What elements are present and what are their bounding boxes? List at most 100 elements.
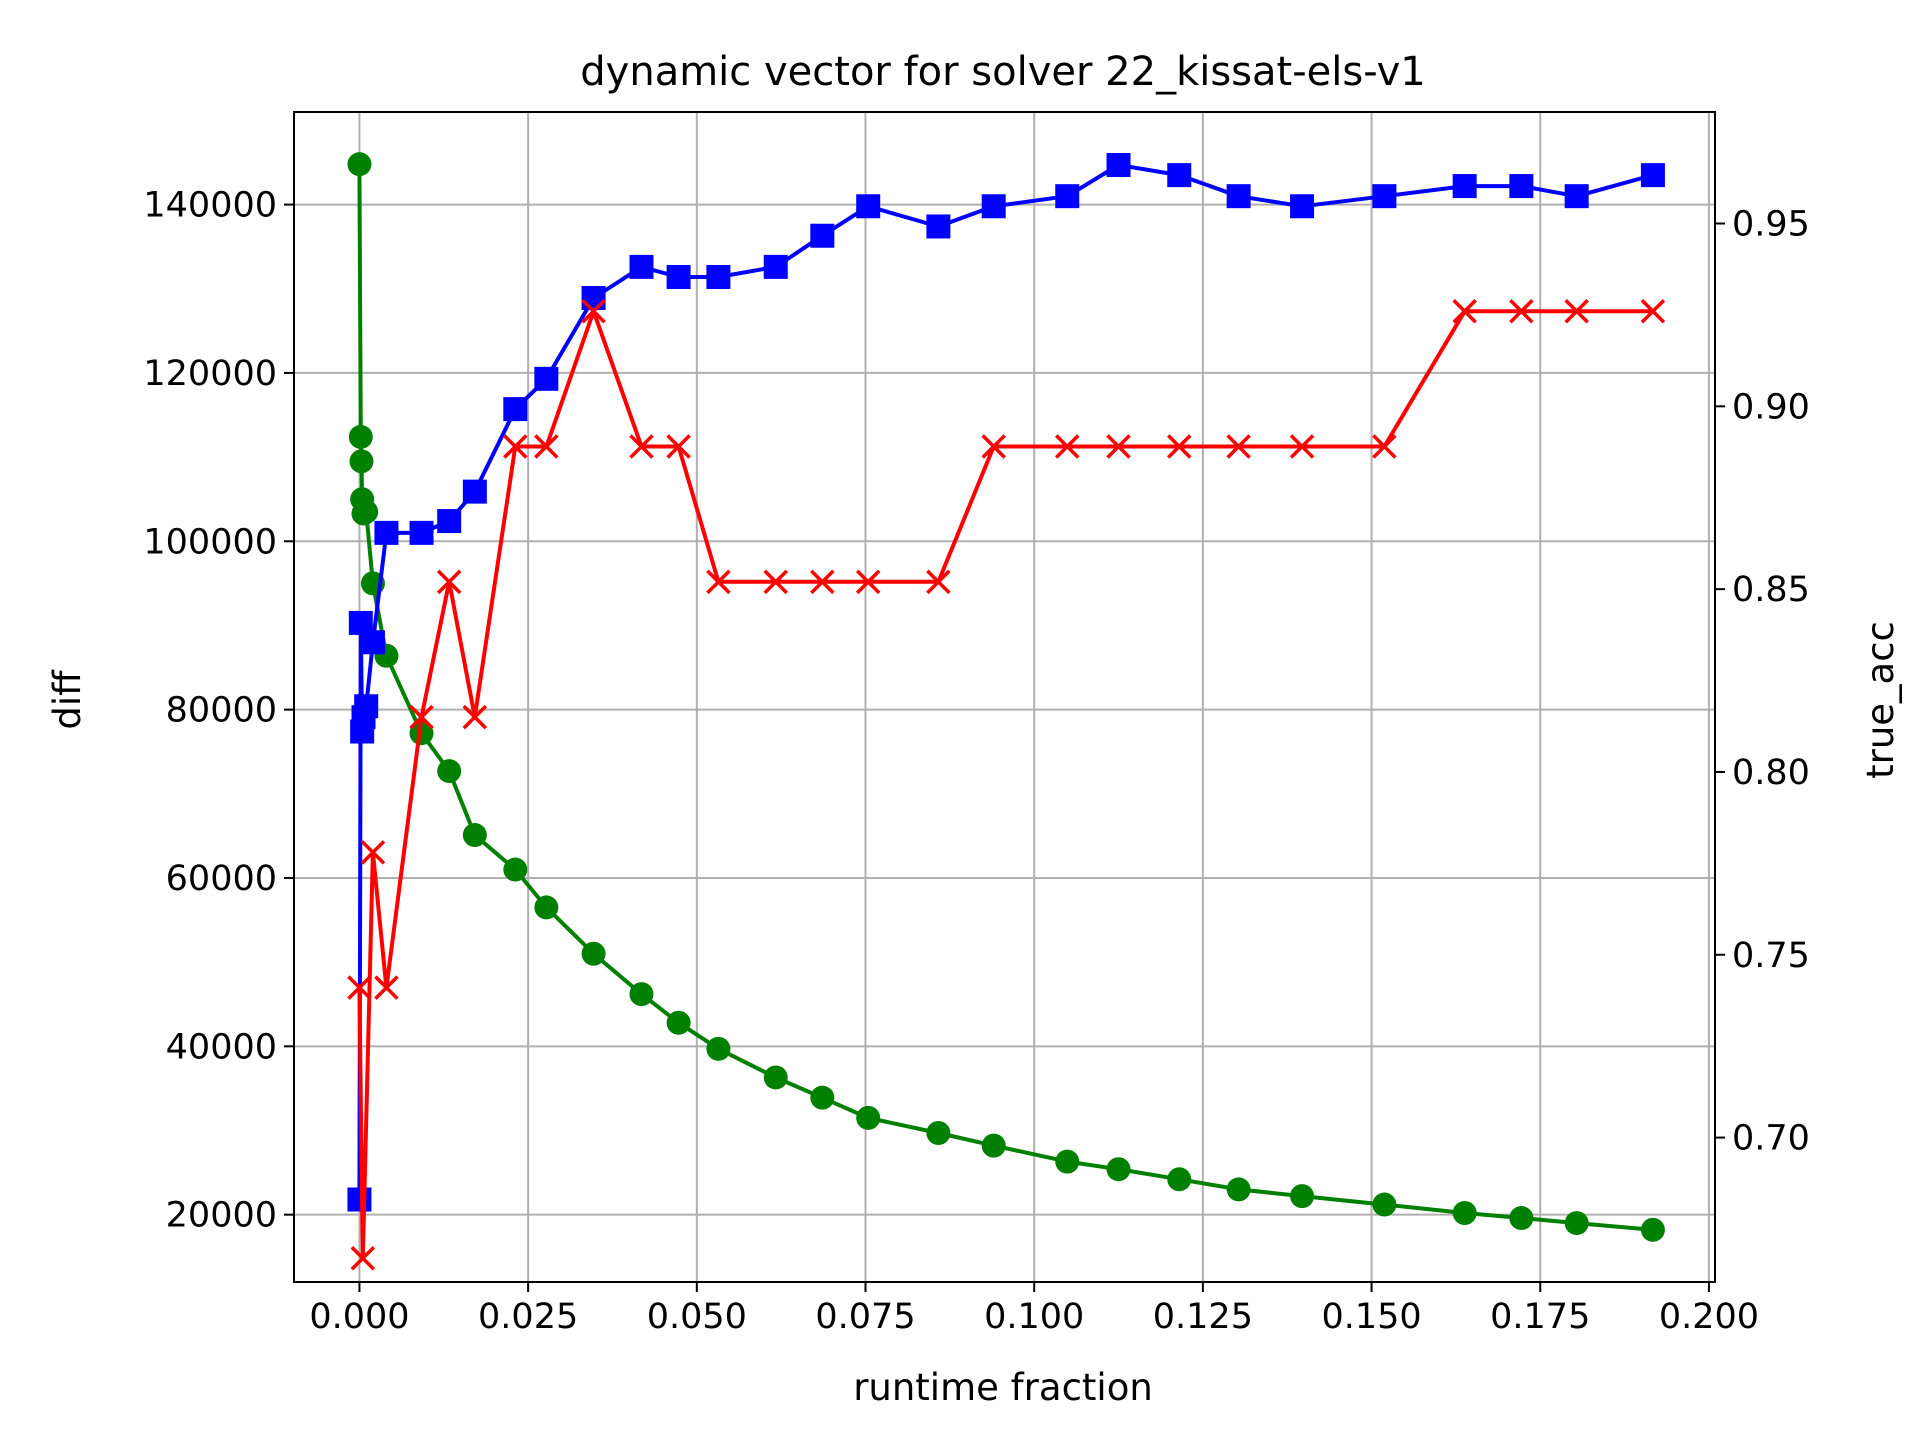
series-0-point <box>409 721 434 746</box>
x-axis-label: runtime fraction <box>853 1366 1153 1409</box>
y-axis-label-right: true_acc <box>1859 621 1902 779</box>
y-right-tick-label: 0.70 <box>1732 1119 1810 1159</box>
series-1-point <box>763 254 788 279</box>
series-0-point <box>347 152 372 177</box>
series-layer <box>347 152 1666 1271</box>
series-1-point <box>462 479 487 504</box>
x-tick-label: 0.125 <box>1153 1297 1253 1337</box>
series-0-point <box>706 1036 731 1061</box>
series-1-point <box>1564 184 1589 209</box>
series-1-point <box>374 520 399 545</box>
y-left-tick-label: 120000 <box>143 354 277 394</box>
series-1-point <box>629 254 654 279</box>
series-2-point <box>1452 299 1477 324</box>
y-left-tick-label: 100000 <box>143 522 277 562</box>
y-left-tick-label: 80000 <box>166 691 277 731</box>
grid-layer <box>294 112 1715 1282</box>
series-1-point <box>926 214 951 239</box>
series-0-group <box>347 152 1665 1242</box>
series-2-point <box>534 434 559 459</box>
y-left-tick-label: 20000 <box>166 1196 277 1236</box>
y-right-tick-label: 0.85 <box>1732 570 1810 610</box>
series-0-point <box>581 941 606 966</box>
x-tick-label: 0.000 <box>309 1297 409 1337</box>
series-1-point <box>354 694 379 719</box>
series-0-point <box>629 982 654 1007</box>
series-0-point <box>462 823 487 848</box>
plot-frame <box>293 111 1716 1283</box>
y-right-tick-label: 0.80 <box>1732 753 1810 793</box>
series-2-point <box>409 704 434 730</box>
series-2-point <box>347 975 372 1000</box>
y-left-tick-label: 40000 <box>166 1027 277 1067</box>
series-0-point <box>1167 1167 1192 1192</box>
y-axis-label-left: diff <box>46 669 89 730</box>
series-2-point <box>462 704 488 730</box>
series-2-point <box>503 434 528 459</box>
series-0-point <box>1640 1217 1665 1242</box>
series-1-point <box>1290 194 1315 219</box>
series-2-point <box>581 299 606 324</box>
series-2-point <box>926 569 951 595</box>
series-0-point <box>1290 1184 1315 1209</box>
series-2-point <box>1289 434 1315 459</box>
series-0-point <box>666 1010 691 1035</box>
series-0-point <box>926 1121 951 1146</box>
series-0-point <box>981 1133 1006 1158</box>
axis-layer: 0.000 0.025 0.050 0.075 0.100 0.125 0.150 0.175… <box>143 186 1810 1337</box>
series-2-point <box>1226 434 1251 459</box>
series-2-point <box>855 569 881 595</box>
series-1-point <box>581 286 606 311</box>
series-2-point <box>1564 299 1589 324</box>
y-right-tick-label: 0.75 <box>1732 936 1810 976</box>
series-1-point <box>437 509 462 534</box>
x-tick-label: 0.050 <box>647 1297 747 1337</box>
y-right-tick-label: 0.90 <box>1732 387 1810 427</box>
series-1-point <box>856 194 881 219</box>
chart-title: dynamic vector for solver 22_kissat-els-… <box>580 49 1425 95</box>
series-2-point <box>350 1245 376 1271</box>
series-0-point <box>348 424 373 449</box>
series-1-point <box>666 264 691 289</box>
x-tick-label: 0.200 <box>1659 1297 1759 1337</box>
series-0-point <box>349 449 374 474</box>
series-0-point <box>1452 1200 1477 1225</box>
y-left-tick-label: 140000 <box>143 186 277 226</box>
series-0-point <box>503 857 528 882</box>
series-2-point <box>1372 434 1397 459</box>
series-2-point <box>763 569 789 595</box>
series-2-point <box>706 569 731 595</box>
series-0-point <box>1372 1192 1397 1217</box>
series-1-point <box>1055 184 1080 209</box>
series-2-group <box>347 299 1666 1271</box>
series-2-point <box>1106 434 1131 459</box>
series-1-point <box>503 397 528 422</box>
series-1-point <box>1226 184 1251 209</box>
series-0-point <box>1106 1157 1131 1182</box>
y-left-tick-label: 60000 <box>166 859 277 899</box>
series-2-point <box>1509 299 1534 324</box>
series-2-point <box>1167 434 1192 459</box>
series-0-point <box>354 499 379 524</box>
series-0-point <box>534 895 559 920</box>
series-2-point <box>360 840 386 865</box>
series-1-point <box>1106 153 1131 178</box>
series-0-point <box>437 759 462 784</box>
series-1-point <box>360 630 385 655</box>
series-2-line <box>357 309 1653 1261</box>
series-1-point <box>1640 163 1665 188</box>
y-right-tick-label: 0.95 <box>1732 205 1810 245</box>
series-1-group <box>347 153 1665 1212</box>
x-tick-label: 0.100 <box>984 1297 1084 1337</box>
x-tick-label: 0.075 <box>815 1297 915 1337</box>
x-tick-label: 0.175 <box>1490 1297 1590 1337</box>
series-2-point <box>1055 434 1080 459</box>
series-1-point <box>1509 174 1534 199</box>
series-0-point <box>1564 1211 1589 1236</box>
series-2-point <box>374 975 399 1000</box>
series-0-point <box>856 1105 881 1130</box>
series-2-point <box>981 434 1006 459</box>
